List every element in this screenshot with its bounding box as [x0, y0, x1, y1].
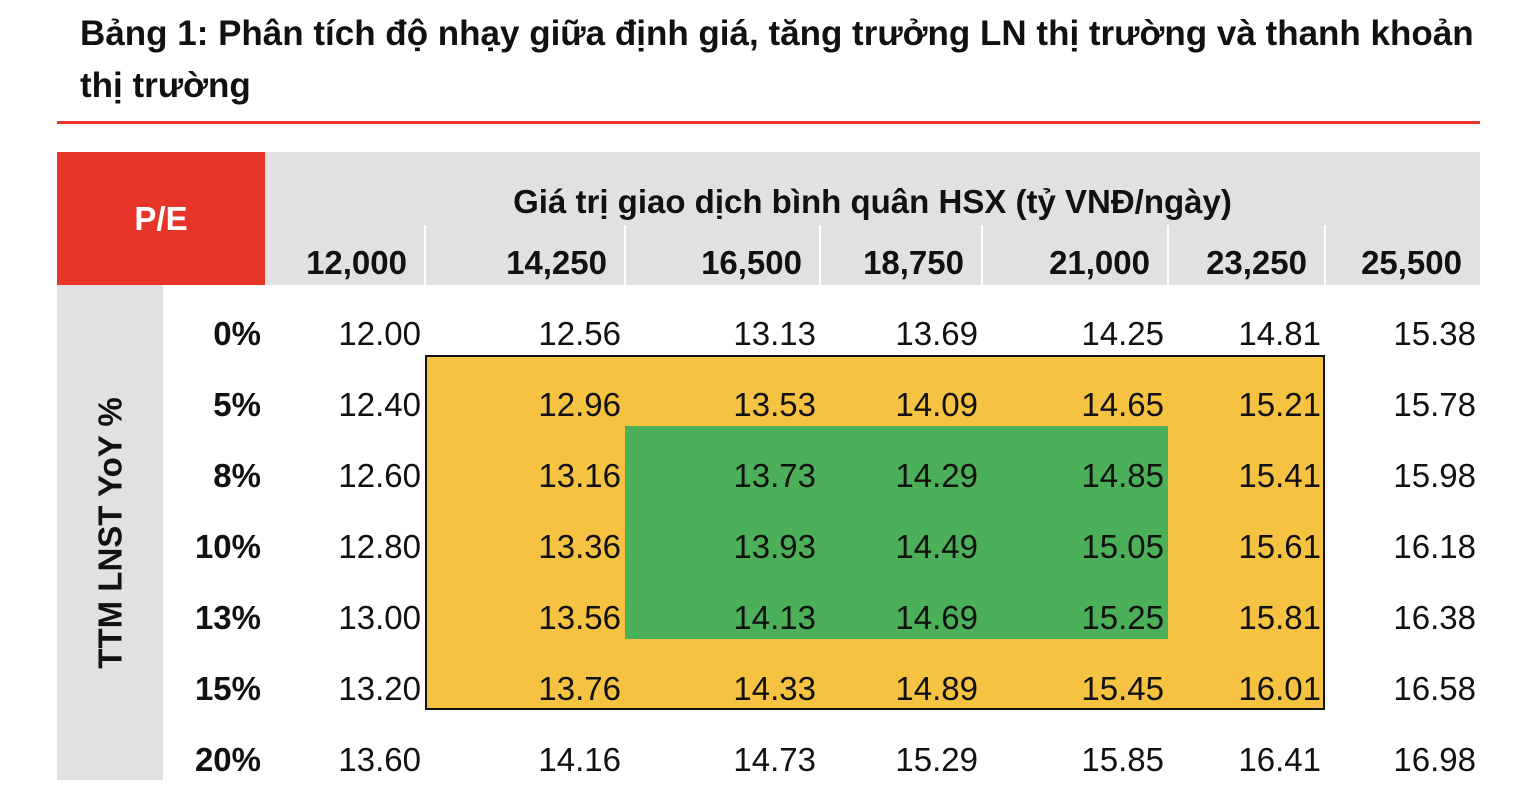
cell: 12.56	[538, 314, 621, 352]
column-label: 23,250	[1206, 244, 1307, 281]
cell: 15.78	[1393, 385, 1476, 423]
cell: 15.85	[1081, 740, 1164, 778]
cell: 14.89	[895, 669, 978, 707]
cell: 14.49	[895, 527, 978, 565]
column-label: 21,000	[1049, 244, 1150, 281]
column-group-label: Giá trị giao dịch bình quân HSX (tỷ VNĐ/…	[513, 183, 1232, 220]
cell: 16.01	[1238, 669, 1321, 707]
column-separator	[1324, 225, 1326, 285]
cell: 12.80	[338, 527, 421, 565]
row-group-label: TTM LNST YoY %	[91, 397, 129, 669]
column-separator	[981, 225, 983, 285]
row-label: 8%	[213, 456, 261, 494]
cell: 15.05	[1081, 527, 1164, 565]
cell: 14.73	[733, 740, 816, 778]
row-label: 20%	[194, 740, 261, 778]
column-separator	[819, 225, 821, 285]
highlight-border	[425, 355, 1325, 710]
cell: 13.93	[733, 527, 816, 565]
column-separator	[624, 225, 626, 285]
cell: 13.73	[733, 456, 816, 494]
cell: 14.81	[1238, 314, 1321, 352]
column-separator	[1167, 225, 1169, 285]
cell: 15.98	[1393, 456, 1476, 494]
cell: 15.38	[1393, 314, 1476, 352]
row-label: 13%	[194, 598, 261, 636]
cell: 14.25	[1081, 314, 1164, 352]
column-label: 14,250	[506, 244, 607, 281]
cell: 16.18	[1393, 527, 1476, 565]
cell: 13.76	[538, 669, 621, 707]
cell: 15.29	[895, 740, 978, 778]
column-label: 25,500	[1361, 244, 1462, 281]
row-label: 15%	[194, 669, 261, 707]
title: Bảng 1: Phân tích độ nhạy giữa định giá,…	[80, 14, 1474, 105]
cell: 13.53	[733, 385, 816, 423]
cell: 14.13	[733, 598, 816, 636]
cell: 15.81	[1238, 598, 1321, 636]
row-header-bg	[57, 285, 163, 780]
cell: 12.96	[538, 385, 621, 423]
column-label: 12,000	[306, 244, 407, 281]
cell: 13.60	[338, 740, 421, 778]
cell: 14.09	[895, 385, 978, 423]
cell: 13.16	[538, 456, 621, 494]
title-rule	[57, 121, 1480, 124]
cell: 13.00	[338, 598, 421, 636]
cell: 13.69	[895, 314, 978, 352]
cell: 15.25	[1081, 598, 1164, 636]
cell: 15.21	[1238, 385, 1321, 423]
cell: 12.40	[338, 385, 421, 423]
cell: 16.41	[1238, 740, 1321, 778]
cell: 12.60	[338, 456, 421, 494]
cell: 12.00	[338, 314, 421, 352]
column-header-bg	[265, 152, 1480, 285]
cell: 13.36	[538, 527, 621, 565]
cell: 14.33	[733, 669, 816, 707]
cell: 14.65	[1081, 385, 1164, 423]
corner-label: P/E	[134, 199, 188, 237]
cell: 16.98	[1393, 740, 1476, 778]
cell: 14.69	[895, 598, 978, 636]
row-label: 0%	[213, 314, 261, 352]
highlight-green	[625, 426, 1168, 639]
cell: 15.41	[1238, 456, 1321, 494]
cell: 13.13	[733, 314, 816, 352]
cell: 13.20	[338, 669, 421, 707]
cell: 15.61	[1238, 527, 1321, 565]
cell: 13.56	[538, 598, 621, 636]
cell: 16.38	[1393, 598, 1476, 636]
cell: 14.29	[895, 456, 978, 494]
cell: 16.58	[1393, 669, 1476, 707]
cell: 14.85	[1081, 456, 1164, 494]
cell: 15.45	[1081, 669, 1164, 707]
row-label: 10%	[194, 527, 261, 565]
column-separator	[424, 225, 426, 285]
column-label: 16,500	[701, 244, 802, 281]
cell: 14.16	[538, 740, 621, 778]
row-label: 5%	[213, 385, 261, 423]
corner-cell	[57, 152, 265, 285]
column-label: 18,750	[863, 244, 964, 281]
